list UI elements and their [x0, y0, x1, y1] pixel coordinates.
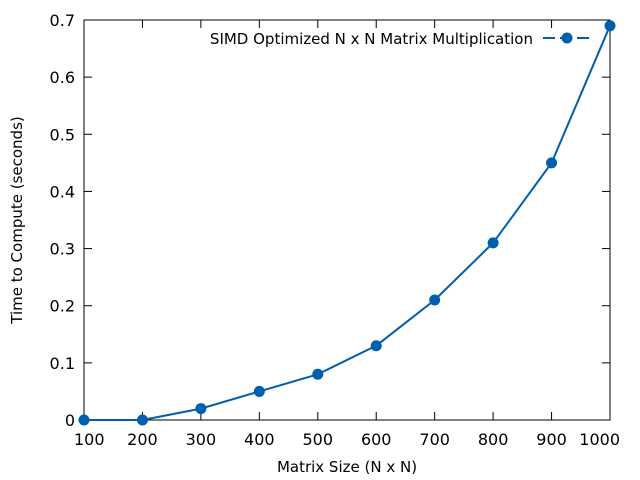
y-tick-label: 0.3 [50, 240, 75, 259]
x-tick-label: 900 [536, 430, 567, 449]
data-point [546, 157, 558, 169]
x-tick-label: 700 [419, 430, 450, 449]
y-tick-label: 0.6 [50, 68, 75, 87]
data-point [487, 237, 499, 249]
y-tick-label: 0.1 [50, 354, 75, 373]
data-point [312, 368, 324, 380]
x-axis-ticks: 100 200 300 400 500 600 700 800 900 1000 [74, 20, 620, 449]
x-axis-title: Matrix Size (N x N) [277, 458, 417, 476]
x-tick-label: 600 [361, 430, 392, 449]
x-tick-label: 500 [303, 430, 334, 449]
y-tick-label: 0.7 [50, 11, 75, 30]
data-point [253, 385, 265, 397]
legend-marker [561, 32, 573, 44]
legend-label: SIMD Optimized N x N Matrix Multiplicati… [210, 30, 533, 48]
y-tick-label: 0 [65, 411, 75, 430]
legend: SIMD Optimized N x N Matrix Multiplicati… [210, 30, 593, 48]
series-layer [78, 20, 616, 426]
y-tick-label: 0.2 [50, 297, 75, 316]
data-point [195, 403, 207, 415]
data-point [370, 340, 382, 352]
series-line [84, 25, 611, 421]
x-tick-label: 800 [478, 430, 509, 449]
data-point [604, 20, 616, 32]
y-tick-label: 0.5 [50, 125, 75, 144]
x-tick-label: 200 [127, 430, 158, 449]
y-axis-title: Time to Compute (seconds) [8, 116, 26, 325]
x-tick-label: 1000 [579, 430, 620, 449]
data-point [429, 294, 441, 306]
y-axis-ticks: 0 0.1 0.2 0.3 0.4 0.5 0.6 0.7 [50, 11, 610, 430]
data-point [136, 414, 148, 426]
y-tick-label: 0.4 [50, 182, 75, 201]
x-tick-label: 100 [74, 430, 105, 449]
plot-frame [83, 19, 611, 421]
x-tick-label: 400 [244, 430, 275, 449]
data-point [78, 414, 90, 426]
x-tick-label: 300 [186, 430, 217, 449]
